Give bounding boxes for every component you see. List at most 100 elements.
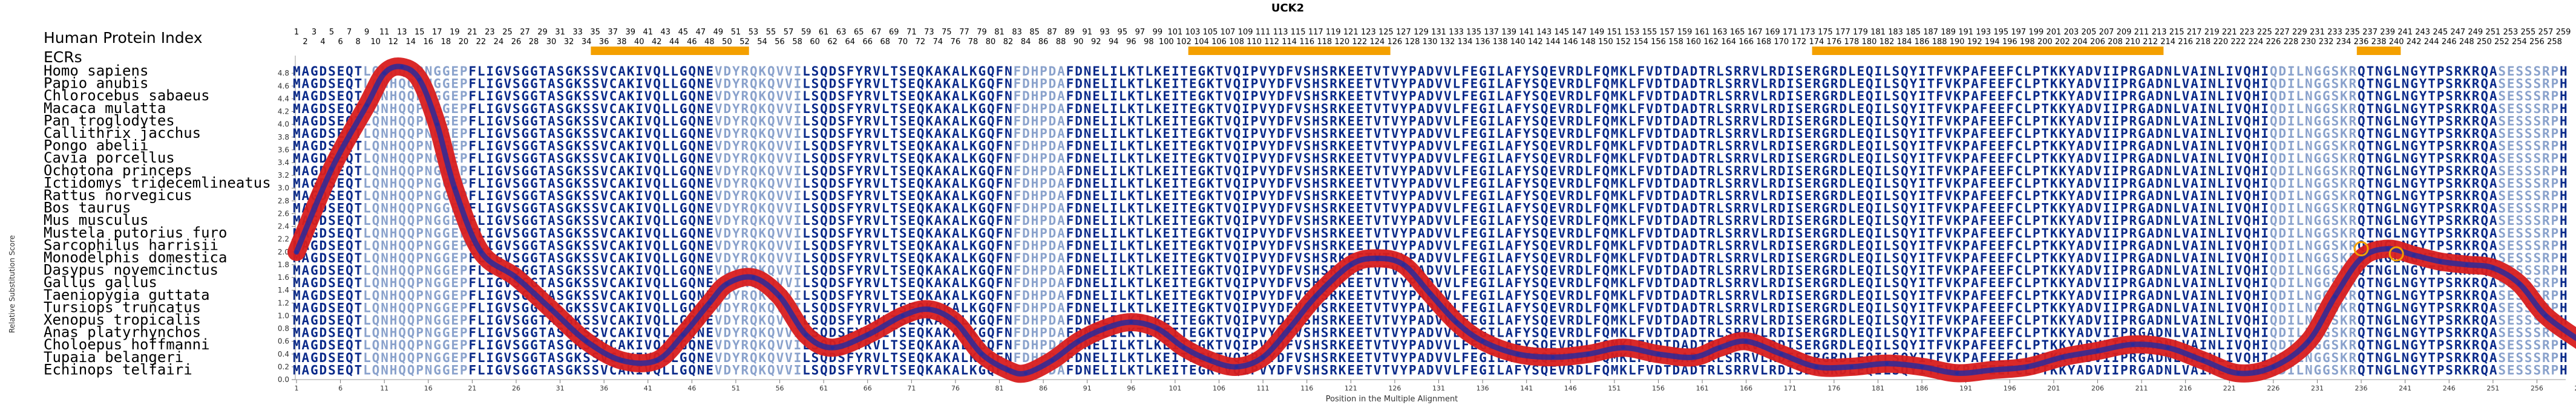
series-point — [1814, 364, 1818, 369]
x-tick-label: 251 — [2486, 384, 2499, 392]
species-label: Ochotona princeps — [44, 162, 192, 179]
protein-index-label: 165 — [1730, 28, 1745, 37]
y-tick-label: 0.8 — [278, 325, 289, 333]
protein-index-label: 145 — [1554, 28, 1569, 37]
x-tick-label: 66 — [864, 384, 872, 392]
protein-index-label: 30 — [546, 37, 557, 47]
species-label: Pan troglodytes — [44, 112, 175, 129]
x-tick-label: 126 — [1388, 384, 1401, 392]
protein-index-label: 178 — [1844, 37, 1860, 47]
protein-index-label: 225 — [2257, 28, 2272, 37]
alignment-row: MAGDSEQTLQNHQQPNGGEPFLIGVSGGTASGKSSVCAKI… — [293, 151, 2568, 166]
protein-index-label: 244 — [2424, 37, 2439, 47]
protein-index-label: 107 — [1221, 28, 1236, 37]
protein-index-label: 90 — [1073, 37, 1084, 47]
protein-index-label: 117 — [1308, 28, 1323, 37]
protein-index-label: 52 — [739, 37, 750, 47]
protein-index-label: 191 — [1958, 28, 1973, 37]
protein-index-label: 84 — [1021, 37, 1031, 47]
protein-index-label: 217 — [2187, 28, 2202, 37]
protein-index-label: 134 — [1458, 37, 1473, 47]
x-tick-label: 161 — [1696, 384, 1709, 392]
protein-index-label: 240 — [2389, 37, 2404, 47]
series-point — [681, 333, 685, 337]
x-tick-label: 206 — [2091, 384, 2104, 392]
y-tick-label: 4.6 — [278, 82, 289, 90]
protein-index-label: 127 — [1396, 28, 1411, 37]
series-point — [927, 307, 931, 311]
series-point — [2517, 282, 2522, 286]
protein-index-label: 136 — [1475, 37, 1490, 47]
protein-index-label: 28 — [529, 37, 539, 47]
protein-index-label: 206 — [2090, 37, 2105, 47]
protein-index-label: 13 — [397, 28, 407, 37]
protein-index-label: 70 — [898, 37, 908, 47]
protein-index-label: 256 — [2529, 37, 2545, 47]
alignment-row: MAGDSEQTLQNHQQPNGGEPFLIGVSGGTASGKSSVCAKI… — [293, 276, 2568, 290]
protein-index-label: 202 — [2055, 37, 2070, 47]
protein-index-label: 139 — [1501, 28, 1516, 37]
protein-index-label: 163 — [1712, 28, 1728, 37]
protein-index-label: 226 — [2266, 37, 2281, 47]
protein-index-label: 208 — [2108, 37, 2123, 47]
plot-area: 0.0 0.2 0.4 0.6 0.8 1.0 1.2 1.4 1.6 1.8 2.0 2.2 2.4 2… — [278, 56, 2576, 392]
x-axis-label: Position in the Multiple Alignment — [1326, 395, 1458, 404]
protein-index-label: 195 — [1993, 28, 2008, 37]
series-point — [2385, 247, 2390, 251]
protein-index-label: 150 — [1598, 37, 1613, 47]
protein-index-row: 1234567891011121314151617181920212223242… — [294, 28, 2571, 47]
protein-index-label: 179 — [1853, 28, 1868, 37]
ecr-region — [591, 47, 749, 55]
protein-index-label: 94 — [1109, 37, 1119, 47]
series-point — [1454, 320, 1458, 324]
protein-index-label: 218 — [2195, 37, 2211, 47]
protein-index-label: 148 — [1581, 37, 1596, 47]
series-point — [295, 250, 298, 254]
series-point — [1261, 355, 1265, 360]
protein-index-label: 4 — [320, 37, 325, 47]
protein-index-label: 185 — [1906, 28, 1921, 37]
x-tick-label: 11 — [380, 384, 388, 392]
protein-index-label: 104 — [1194, 37, 1209, 47]
protein-index-label: 44 — [669, 37, 680, 47]
x-tick-label: 36 — [600, 384, 608, 392]
protein-index-label: 121 — [1343, 28, 1358, 37]
x-tick-label: 91 — [1083, 384, 1092, 392]
species-label: Macaca mulatta — [44, 100, 166, 117]
protein-index-label: 41 — [643, 28, 654, 37]
protein-index-label: 54 — [757, 37, 767, 47]
protein-index-label: 48 — [704, 37, 715, 47]
series-point — [2412, 253, 2416, 257]
alignment-row: MAGDSEQTLQNHQQPNGGEPFLIGVSGGTASGKSSVCAKI… — [293, 288, 2568, 303]
protein-index-label: 112 — [1264, 37, 1279, 47]
y-tick-label: 3.2 — [278, 171, 289, 180]
protein-index-label: 182 — [1880, 37, 1895, 47]
protein-index-label: 233 — [2327, 28, 2342, 37]
protein-index-label: 111 — [1256, 28, 1271, 37]
protein-index-label: 130 — [1423, 37, 1438, 47]
series-point — [1779, 352, 1783, 356]
y-tick-label: 1.8 — [278, 261, 289, 269]
x-tick-label: 131 — [1432, 384, 1445, 392]
protein-index-label: 120 — [1334, 37, 1349, 47]
x-tick-label: 261 — [2575, 384, 2576, 392]
protein-index-label: 157 — [1660, 28, 1675, 37]
x-tick-label: 201 — [2047, 384, 2060, 392]
protein-index-label: 248 — [2459, 37, 2474, 47]
protein-index-label: 33 — [572, 28, 583, 37]
protein-index-label: 77 — [959, 28, 969, 37]
protein-index-label: 247 — [2450, 28, 2465, 37]
protein-index-label: 187 — [1923, 28, 1938, 37]
y-tick-label: 4.4 — [278, 94, 289, 103]
alignment-row: MAGDSEQTLQNHQQPNGGEPFLIGVSGGTASGKSSVCAKI… — [293, 126, 2568, 141]
protein-index-label: 10 — [370, 37, 381, 47]
protein-index-label: 252 — [2494, 37, 2509, 47]
protein-index-label: 221 — [2222, 28, 2237, 37]
series-point — [1287, 326, 1291, 331]
series-point — [585, 339, 589, 343]
protein-index-label: 80 — [986, 37, 996, 47]
protein-index-label: 253 — [2503, 28, 2518, 37]
y-tick-label: 4.8 — [278, 69, 289, 77]
